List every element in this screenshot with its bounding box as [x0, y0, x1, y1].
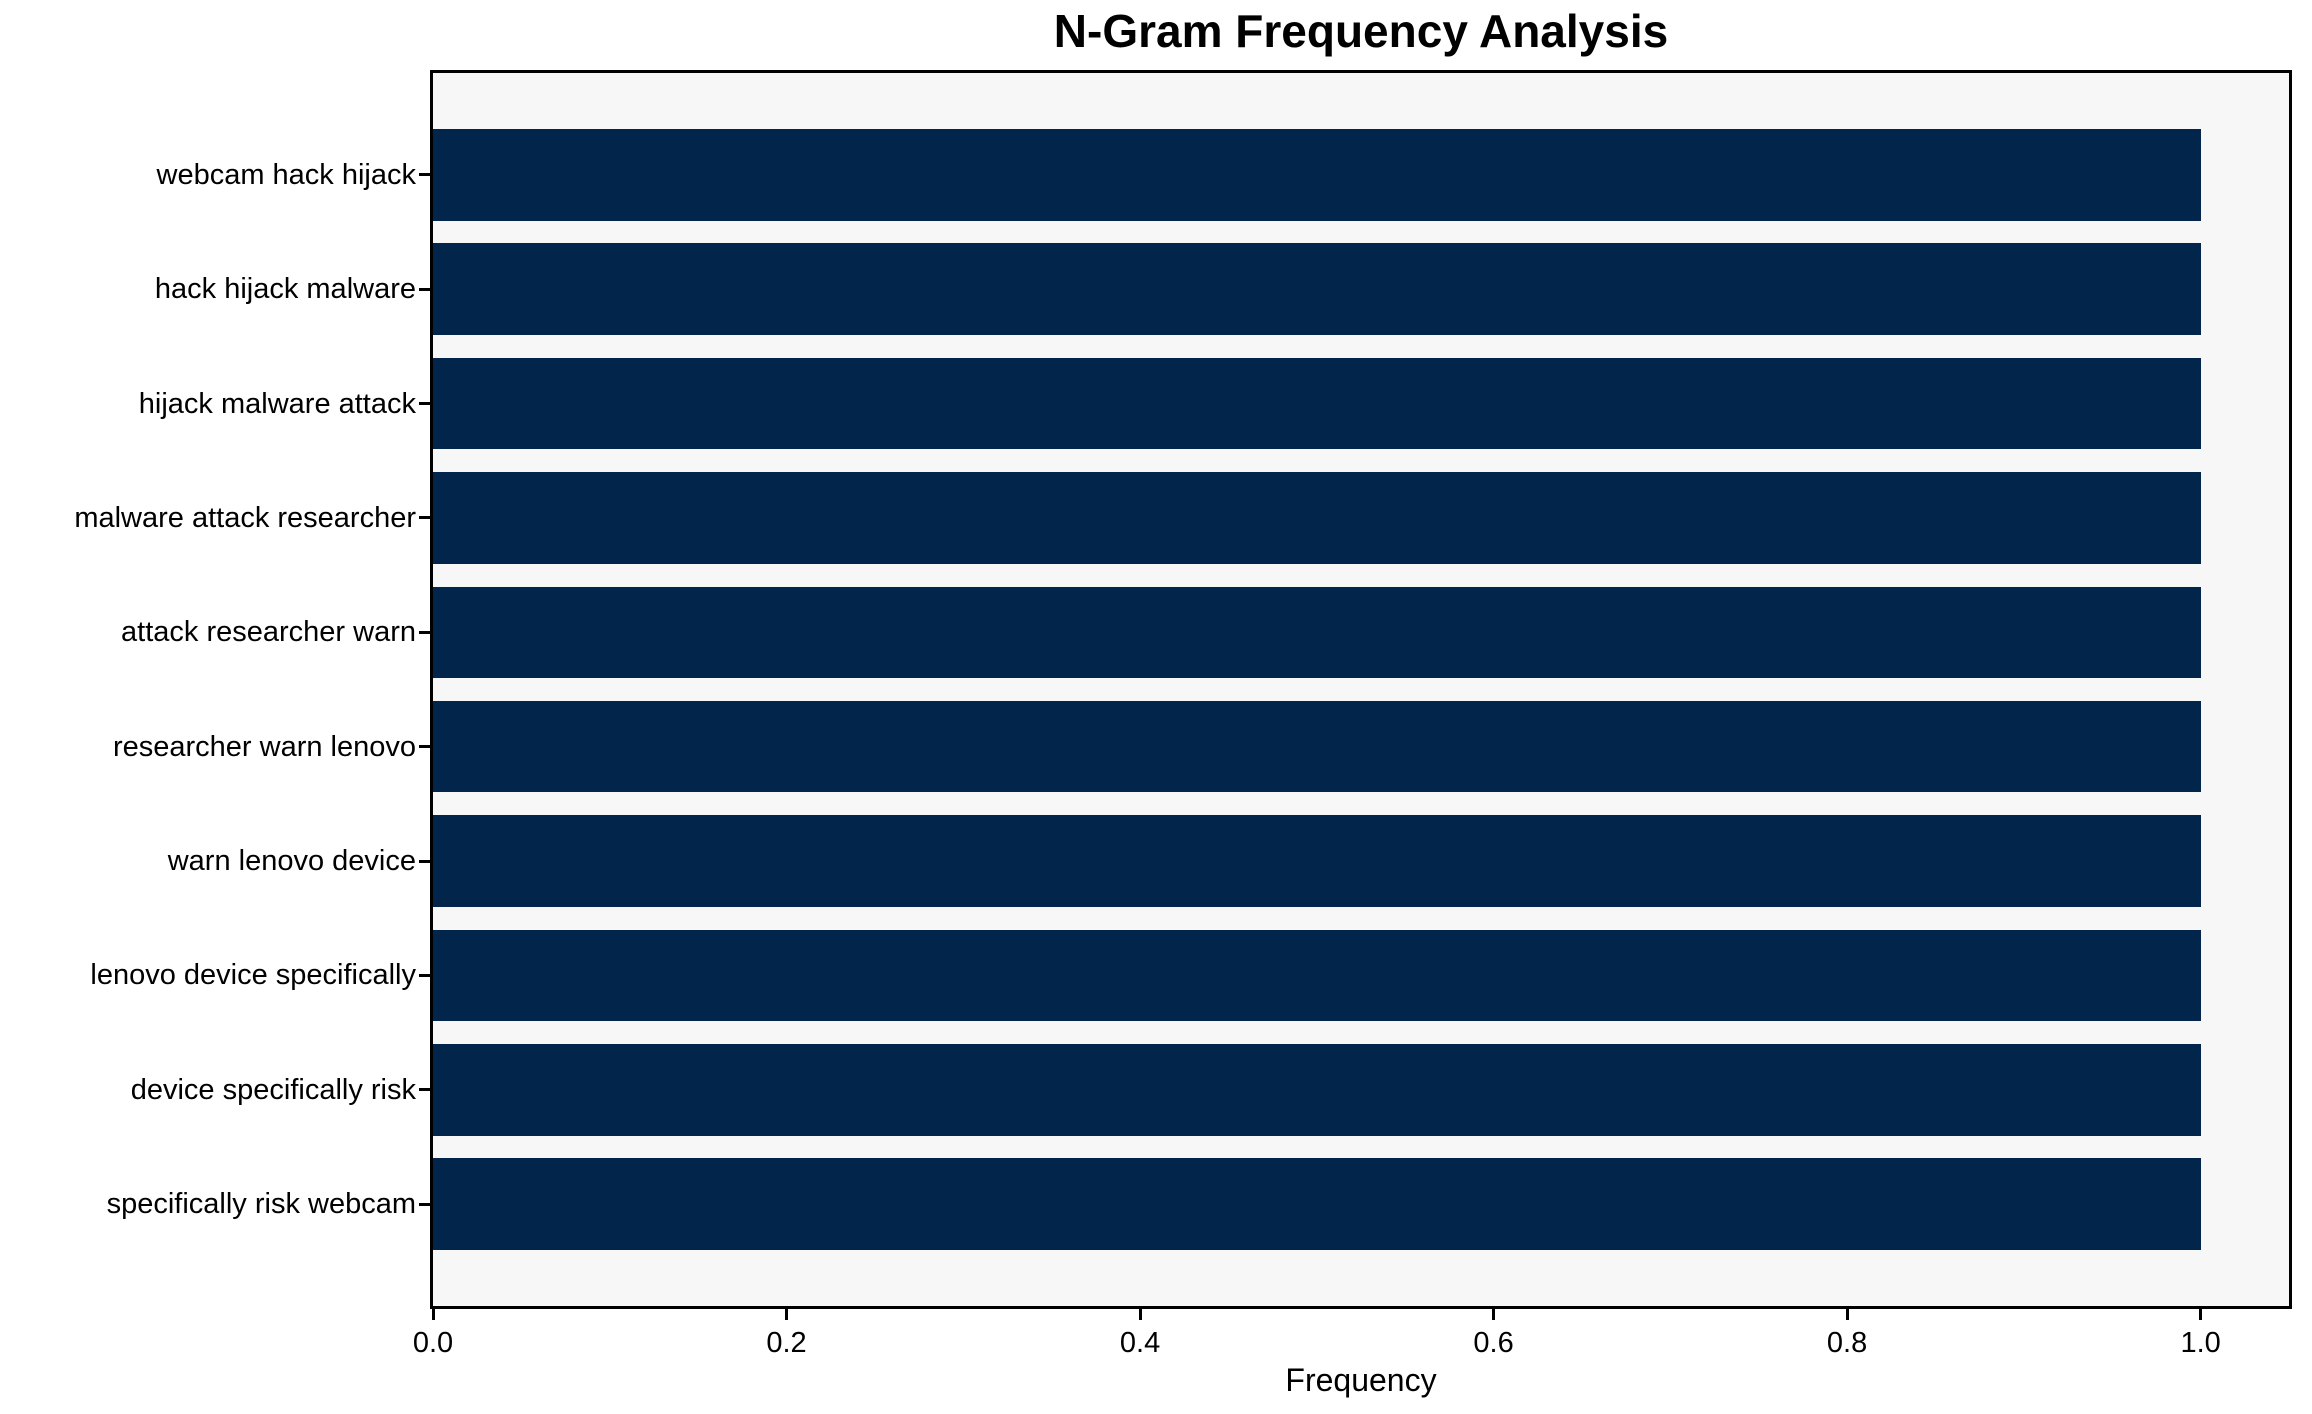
y-tick-mark [419, 1202, 430, 1206]
y-tick-mark [419, 859, 430, 863]
y-tick-label: device specifically risk [130, 1073, 416, 1106]
y-tick-label: researcher warn lenovo [112, 730, 416, 763]
y-tick-label: hack hijack malware [154, 273, 416, 306]
y-tick-label: lenovo device specifically [90, 959, 416, 992]
x-tick-label: 0.8 [1826, 1327, 1868, 1359]
x-tick-label: 0.4 [1119, 1327, 1161, 1359]
y-tick-label: attack researcher warn [121, 616, 416, 649]
bar [433, 243, 2201, 335]
x-axis-label: Frequency [1285, 1362, 1437, 1398]
y-tick-mark [419, 973, 430, 977]
x-tick-mark [1492, 1309, 1496, 1320]
chart-title: N-Gram Frequency Analysis [1053, 5, 1669, 57]
bar [433, 815, 2201, 907]
y-tick-mark [419, 173, 430, 177]
bar [433, 1158, 2201, 1250]
x-tick-mark [2199, 1309, 2203, 1320]
x-tick-label: 1.0 [2180, 1327, 2221, 1359]
y-tick-label: specifically risk webcam [106, 1188, 416, 1221]
y-tick-label: malware attack researcher [74, 501, 416, 534]
bar [433, 929, 2201, 1022]
bar [433, 129, 2201, 221]
x-tick-mark [1845, 1309, 1849, 1320]
x-tick-label: 0.0 [412, 1327, 454, 1359]
bar [433, 1044, 2201, 1136]
y-tick-label: hijack malware attack [138, 387, 416, 420]
y-tick-mark [419, 287, 430, 291]
y-tick-label: webcam hack hijack [156, 158, 417, 191]
y-tick-mark [419, 402, 430, 406]
x-tick-mark [785, 1309, 789, 1320]
y-tick-mark [419, 516, 430, 520]
bar [433, 472, 2201, 564]
bar [433, 357, 2201, 450]
y-tick-mark [419, 1088, 430, 1092]
x-tick-mark [1138, 1309, 1142, 1320]
bar [433, 700, 2201, 793]
x-tick-label: 0.2 [766, 1327, 807, 1359]
plot-area [430, 70, 2292, 1309]
y-tick-mark [419, 630, 430, 634]
x-tick-label: 0.6 [1473, 1327, 1514, 1359]
bar [433, 586, 2201, 679]
y-tick-mark [419, 745, 430, 749]
y-tick-label: warn lenovo device [167, 845, 416, 878]
x-tick-mark [431, 1309, 435, 1320]
